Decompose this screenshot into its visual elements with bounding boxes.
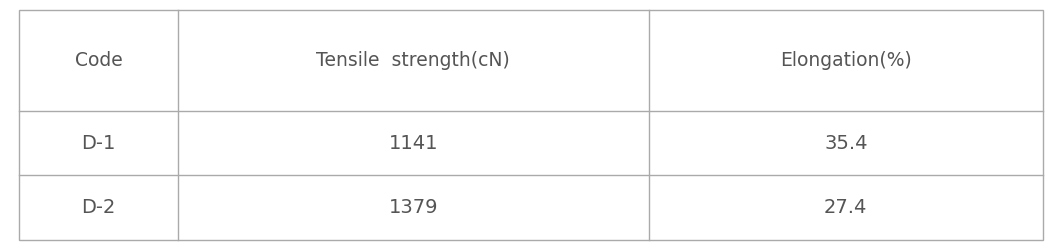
- Text: Code: Code: [74, 51, 122, 70]
- Text: Elongation(%): Elongation(%): [780, 51, 911, 70]
- Text: 27.4: 27.4: [824, 198, 868, 217]
- Text: 1141: 1141: [389, 134, 438, 153]
- Text: D-1: D-1: [82, 134, 116, 153]
- Text: 1379: 1379: [389, 198, 438, 217]
- Text: Tensile  strength(cN): Tensile strength(cN): [316, 51, 510, 70]
- Text: D-2: D-2: [82, 198, 116, 217]
- Text: 35.4: 35.4: [824, 134, 868, 153]
